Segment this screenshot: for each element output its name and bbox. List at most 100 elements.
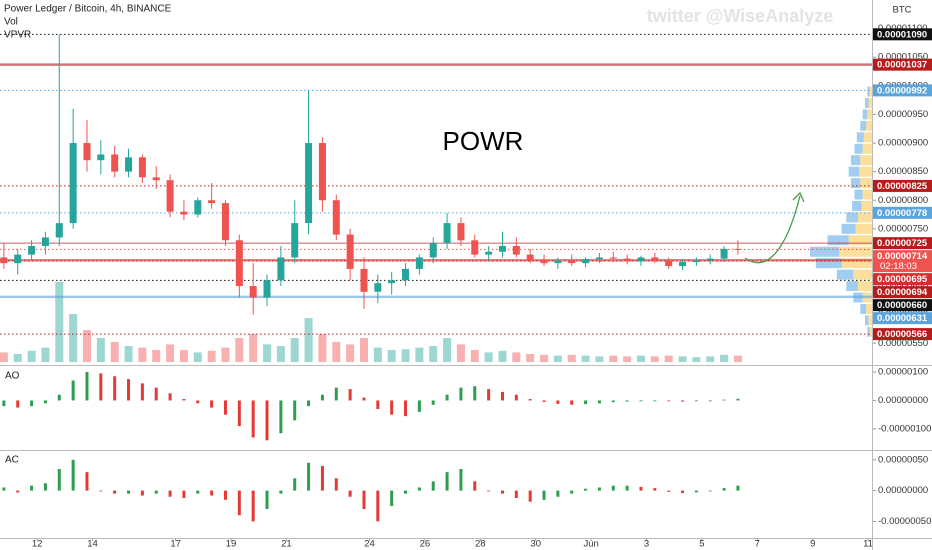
oscillator-bar [736,398,740,401]
oscillator-bar [542,400,546,402]
oscillator-bar [653,488,657,491]
candle-body [485,251,493,255]
volume-bar [221,347,230,362]
y-tick-label: 0.00000550 [878,338,928,349]
y-tick-label: 0.00000650 [878,281,928,292]
candle-body [138,157,146,178]
candle-body [14,254,22,264]
volume-bar [304,318,313,362]
price-badge-label: 0.00000695 [877,274,928,285]
volume-bar [110,342,119,362]
oscillator-bar [514,490,518,498]
volume-bar [720,354,729,362]
oscillator-bar [320,394,324,401]
x-tick-label: 24 [364,539,375,550]
y-tick-label: 0.00000950 [878,109,928,120]
oscillator-bar [459,387,463,401]
volume-bar [692,357,701,362]
oscillator-bar [722,488,726,491]
oscillator-bar [376,400,380,409]
oscillator-bar [293,478,297,491]
candle-body [457,223,465,241]
candle-body [582,259,590,264]
panel-title: AC [5,455,19,466]
candle-body [374,283,382,292]
vpvr-up [846,281,858,292]
vpvr-down [866,303,872,314]
oscillator-bar [542,490,546,500]
oscillator-bar [694,400,698,402]
y-tick-label: 0.00001050 [878,52,928,63]
oscillator-bar [639,400,643,402]
candle-body [277,257,285,281]
volume-bar [650,356,659,362]
candle-body [111,154,119,172]
volume-bar [263,344,272,362]
oscillator-bar [348,490,352,497]
oscillator-bar [210,490,214,496]
oscillator-bar [16,490,20,493]
candle-body [97,154,105,161]
volume-bar [27,350,36,362]
volume-bar [526,354,535,362]
y-tick-label: 0.00000900 [878,138,928,149]
oscillator-bar [556,400,560,404]
vpvr-up [867,326,870,337]
candle-body [152,177,160,181]
oscillator-bar [182,490,186,498]
chart-title: Power Ledger / Bitcoin, 4h, BINANCE [4,4,172,15]
vpvr-up [815,258,842,269]
vpvr-down [853,269,872,280]
oscillator-bar [113,376,117,401]
oscillator-bar [43,400,47,404]
oscillator-bar [570,490,574,494]
vpvr-up [854,189,863,200]
volume-bar [553,355,562,362]
volume-bar [41,347,50,362]
volume-bar [443,338,452,362]
x-tick-label: 7 [755,539,760,550]
vpvr-down [863,132,872,143]
oscillator-bar [168,490,172,497]
oscillator-bar [445,394,449,401]
candle-body [679,262,687,267]
volume-bar [387,350,396,362]
volume-bar [456,344,465,362]
candle-body [720,248,728,259]
volume-bar [636,355,645,362]
volume-bar [276,346,285,362]
candle-body [208,200,216,204]
oscillator-bar [528,490,532,502]
oscillator-bar [127,490,131,494]
y-tick-label: 0.00000750 [878,223,928,234]
arrow-head [792,191,805,203]
price-badge-label: 0.00001037 [877,60,927,71]
volume-bar [470,350,479,362]
annotation: POWR [443,126,524,156]
oscillator-bar [57,394,61,401]
volume-bar [595,356,604,362]
vpvr-up [827,235,849,246]
vpvr-up [864,97,869,108]
vpvr-down [861,200,872,211]
price-badge-label: 0.00000992 [877,85,927,96]
vpvr-up [810,246,840,257]
oscillator-bar [251,400,255,438]
candle-body [429,243,437,258]
oscillator-bar [140,490,144,496]
price-badge-label: 0.00000725 [877,238,928,249]
oscillator-bar [16,400,20,408]
volume-bar [166,344,175,362]
y-tick-label: 0.00000050 [878,454,928,465]
price-badge [873,286,932,299]
x-tick-label: 11 [863,539,873,550]
oscillator-bar [584,488,588,491]
vpvr-down [868,315,872,326]
candle-body [249,286,257,298]
price-badge-label: 0.00000825 [877,181,928,192]
oscillator-bar [500,490,504,494]
y-tick-label: -0.00000100 [878,423,931,434]
oscillator-bar [362,490,366,510]
volume-bar [318,334,327,362]
